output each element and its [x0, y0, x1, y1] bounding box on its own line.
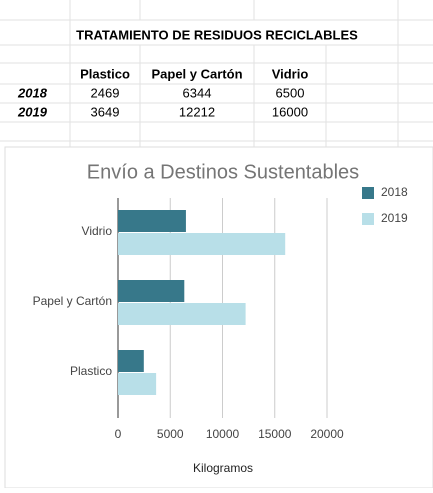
legend-label: 2019	[381, 211, 408, 225]
cell: 12212	[179, 104, 215, 119]
cell: 2469	[91, 85, 120, 100]
x-tick-label: 5000	[157, 427, 184, 441]
column-header: Papel y Cartón	[151, 66, 242, 81]
grid	[0, 0, 433, 147]
row-label: 2019	[17, 104, 48, 119]
bar	[118, 350, 144, 372]
bar	[118, 210, 186, 232]
table-title: TRATAMIENTO DE RESIDUOS RECICLABLES	[76, 27, 358, 42]
legend-swatch	[362, 187, 374, 199]
x-tick-label: 15000	[258, 427, 292, 441]
x-tick-label: 20000	[310, 427, 344, 441]
row-label: 2018	[17, 85, 48, 100]
x-axis-label: Kilogramos	[193, 461, 253, 475]
cell: 16000	[272, 104, 308, 119]
x-tick-label: 10000	[206, 427, 240, 441]
legend-label: 2018	[381, 185, 408, 199]
column-header: Vidrio	[272, 66, 309, 81]
y-tick-label: Vidrio	[82, 224, 113, 238]
y-tick-label: Plastico	[70, 364, 112, 378]
cell: 6500	[276, 85, 305, 100]
chart: Envío a Destinos Sustentables Kilogramos…	[33, 161, 408, 475]
y-tick-label: Papel y Cartón	[33, 294, 112, 308]
column-header: Plastico	[80, 66, 130, 81]
chart-title: Envío a Destinos Sustentables	[87, 161, 359, 183]
cell: 6344	[183, 85, 212, 100]
bar	[118, 303, 246, 325]
x-tick-label: 0	[115, 427, 122, 441]
legend-swatch	[362, 213, 374, 225]
cell: 3649	[91, 104, 120, 119]
bar	[118, 280, 185, 302]
bar	[118, 373, 157, 395]
bar	[118, 233, 286, 255]
